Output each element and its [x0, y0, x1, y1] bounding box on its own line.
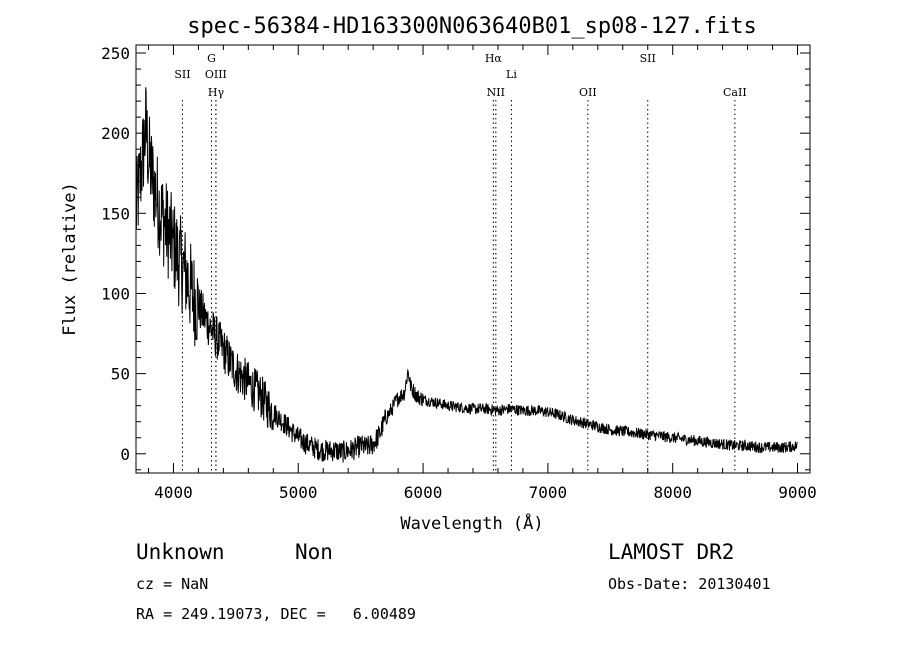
y-tick-label: 50: [111, 365, 130, 384]
line-label: SII: [174, 68, 190, 81]
x-tick-label: 5000: [279, 483, 318, 502]
survey-name: LAMOST DR2: [608, 540, 735, 564]
spectrum-series: [135, 87, 798, 463]
chart-title: spec-56384-HD163300N063640B01_sp08-127.f…: [187, 14, 757, 39]
line-label: Hα: [485, 52, 503, 65]
line-label: G: [207, 52, 216, 65]
line-label: CaII: [723, 86, 747, 99]
line-label: OIII: [205, 68, 227, 81]
coordinates-readout: RA = 249.19073, DEC = 6.00489: [136, 605, 416, 623]
x-axis-label: Wavelength (Å): [400, 512, 543, 534]
line-label: Li: [506, 68, 517, 81]
y-axis-label: Flux (relative): [60, 182, 80, 336]
line-label: Hγ: [208, 86, 225, 99]
x-tick-label: 8000: [653, 483, 692, 502]
plot-frame: [135, 44, 811, 474]
y-tick-label: 100: [101, 284, 130, 303]
redshift-readout: cz = NaN: [136, 575, 209, 593]
line-label: SII: [640, 52, 656, 65]
y-tick-label: 250: [101, 44, 130, 63]
observation-date: Obs-Date: 20130401: [608, 575, 771, 593]
spectrum-line: [135, 87, 798, 463]
x-tick-label: 7000: [529, 483, 568, 502]
x-tick-label: 9000: [778, 483, 817, 502]
y-tick-label: 200: [101, 124, 130, 143]
object-class: Unknown: [136, 540, 225, 564]
object-subclass: Non: [295, 540, 333, 564]
axis-ticks: 4000 5000 6000 7000 8000 9000 0 50 100 150 200 250: [101, 44, 817, 502]
x-tick-label: 6000: [404, 483, 443, 502]
y-tick-label: 150: [101, 204, 130, 223]
line-label: OII: [579, 86, 597, 99]
x-tick-label: 4000: [154, 483, 193, 502]
y-tick-label: 0: [120, 445, 130, 464]
line-label: NII: [487, 86, 505, 99]
